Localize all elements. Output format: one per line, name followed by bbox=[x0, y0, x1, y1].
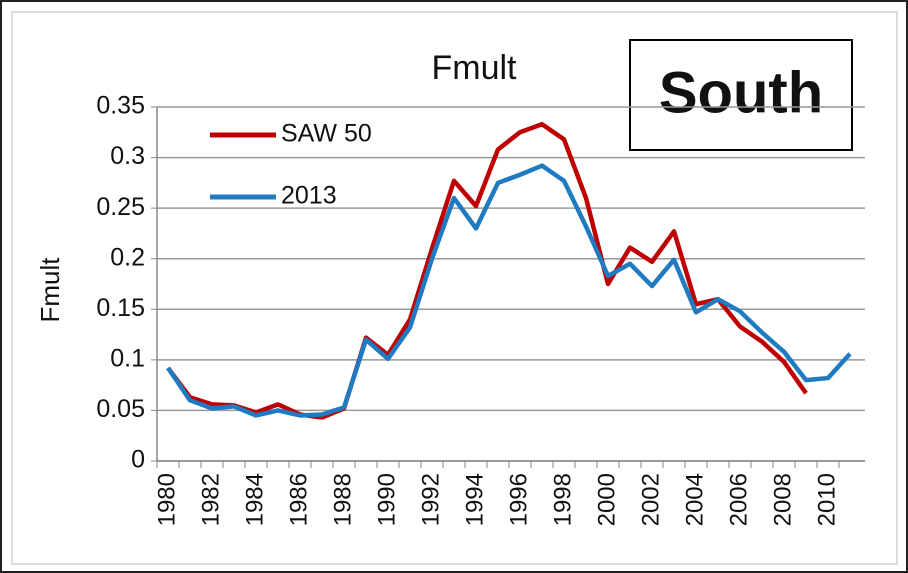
x-tick-label: 1992 bbox=[417, 473, 444, 526]
y-tick-label: 0.1 bbox=[110, 344, 145, 372]
y-tick-label: 0.3 bbox=[110, 142, 145, 170]
series-line bbox=[166, 163, 852, 418]
y-tick-label: 0.05 bbox=[96, 395, 145, 423]
x-tick-label: 1984 bbox=[241, 473, 268, 526]
chart-border bbox=[11, 11, 898, 565]
annotation: South bbox=[659, 60, 823, 125]
x-tick-label: 2000 bbox=[593, 473, 620, 526]
x-tick-label: 1996 bbox=[505, 473, 532, 526]
y-tick-label: 0.2 bbox=[110, 243, 145, 271]
x-tick-label: 2002 bbox=[637, 473, 664, 526]
x-tick-label: 2008 bbox=[769, 473, 796, 526]
y-tick-label: 0 bbox=[131, 446, 145, 474]
x-tick-label: 1982 bbox=[197, 473, 224, 526]
legend-label: 2013 bbox=[281, 182, 337, 210]
chart-title: Fmult bbox=[432, 49, 518, 87]
annotation-box bbox=[629, 39, 853, 151]
x-tick-label: 2010 bbox=[813, 473, 840, 526]
y-tick-label: 0.25 bbox=[96, 193, 145, 221]
y-axis-label: Fmult bbox=[35, 257, 65, 323]
x-tick-label: 1986 bbox=[285, 473, 312, 526]
legend-label: SAW 50 bbox=[281, 120, 372, 148]
y-tick-label: 0.35 bbox=[96, 92, 145, 120]
x-tick-label: 1998 bbox=[549, 473, 576, 526]
series-line bbox=[166, 121, 808, 420]
x-tick-label: 1988 bbox=[329, 473, 356, 526]
x-tick-label: 2004 bbox=[681, 473, 708, 526]
x-tick-label: 1980 bbox=[153, 473, 180, 526]
x-tick-label: 1990 bbox=[373, 473, 400, 526]
x-tick-label: 2006 bbox=[725, 473, 752, 526]
y-tick-label: 0.15 bbox=[96, 294, 145, 322]
x-tick-label: 1994 bbox=[461, 473, 488, 526]
